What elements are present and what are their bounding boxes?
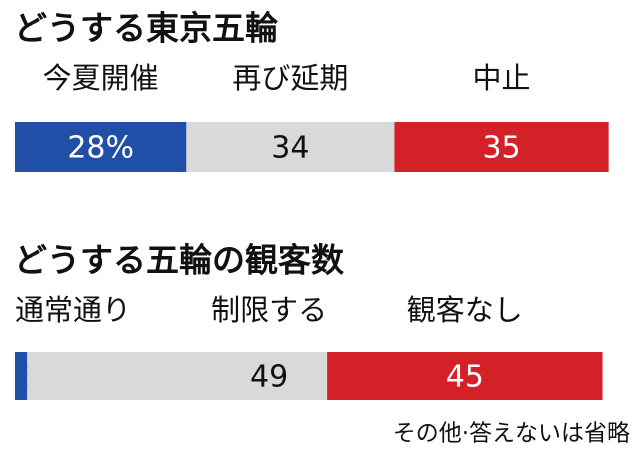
category-label: 中止 [473,61,531,95]
value-label: 45 [446,360,484,395]
bar-segment [186,122,395,172]
value-label: 28% [67,131,134,166]
bar-segment [27,352,328,400]
category-label: 今夏開催 [43,61,159,95]
chart-title: どうする東京五輪 [14,9,278,48]
value-label: 35 [482,131,520,166]
bar-segment [327,352,603,400]
chart-title: どうする五輪の観客数 [14,241,345,280]
category-label: 制限する [211,293,327,327]
bar-segment [394,122,609,172]
category-label: 通常通り [15,293,131,327]
bar-segment [15,122,187,172]
category-label: 観客なし [407,293,523,327]
note: その他·答えないは省略 [393,421,630,447]
bar-segment [15,352,28,400]
value-label: 49 [250,360,288,395]
category-label: 再び延期 [232,61,348,95]
value-label: 34 [271,131,309,166]
